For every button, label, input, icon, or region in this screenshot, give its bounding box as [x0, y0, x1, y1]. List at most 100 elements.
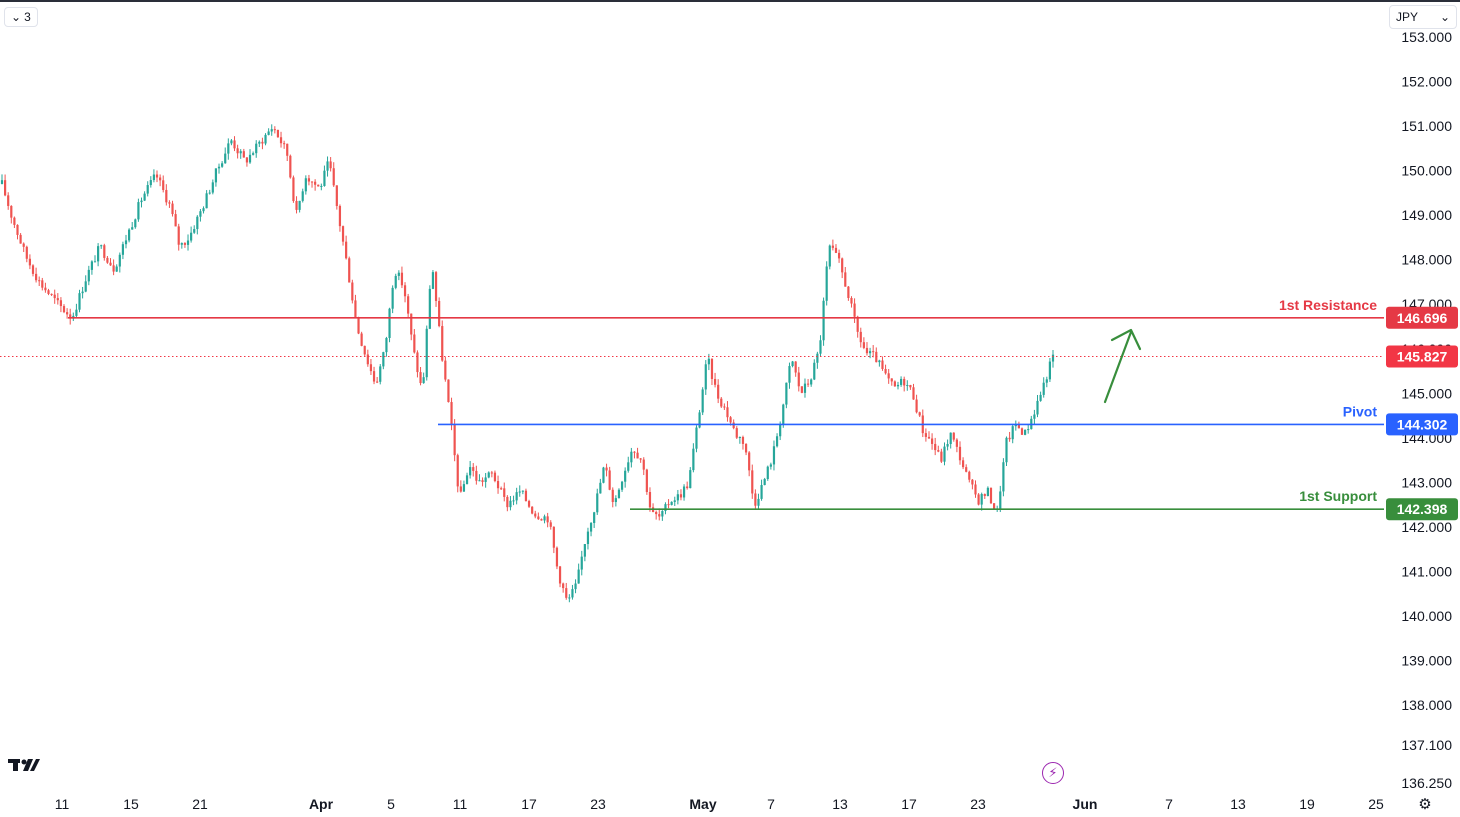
candle-body: [521, 490, 524, 492]
currency-button[interactable]: JPY ⌄: [1389, 5, 1457, 29]
candle-body: [118, 254, 121, 267]
candle-body: [531, 506, 534, 514]
price-tag: [1386, 306, 1458, 329]
candle-body: [940, 451, 943, 462]
candle-body: [227, 143, 230, 154]
candle-body: [1036, 400, 1039, 415]
candle-body: [1008, 437, 1011, 440]
candle-body: [744, 443, 748, 453]
candle-body: [1017, 424, 1020, 429]
candle-body: [397, 272, 400, 276]
candle-body: [360, 333, 363, 346]
candle-body: [543, 516, 546, 521]
candle-body: [310, 181, 314, 183]
candle-body: [403, 285, 407, 297]
candle-body: [515, 492, 518, 501]
candle-body: [878, 360, 881, 363]
candle-body: [252, 153, 255, 155]
candle-body: [971, 479, 974, 485]
candle-body: [180, 243, 183, 245]
candle-body: [627, 462, 630, 471]
candle-body: [1005, 437, 1008, 463]
candle-body: [38, 280, 41, 282]
candle-body: [766, 466, 769, 479]
lightning-icon[interactable]: ⚡: [1042, 762, 1064, 784]
candle-body: [1048, 361, 1051, 380]
candle-body: [7, 195, 10, 206]
candle-body: [239, 151, 242, 154]
x-tick-label: 11: [55, 796, 70, 812]
candle-body: [224, 153, 227, 164]
candle-body: [741, 437, 745, 444]
candle-body: [859, 331, 862, 343]
candle-body: [115, 266, 118, 272]
tradingview-logo-icon[interactable]: [8, 757, 40, 773]
y-tick-label: 140.000: [1401, 608, 1452, 624]
candle-body: [847, 286, 850, 298]
candle-body: [103, 245, 106, 258]
candle-body: [518, 491, 521, 493]
candle-body: [456, 455, 459, 487]
candle-body: [614, 498, 617, 503]
candle-body: [69, 314, 72, 319]
candle-body: [44, 287, 47, 291]
candle-body: [732, 422, 735, 429]
candle-body: [586, 531, 590, 545]
candle-body: [949, 432, 952, 445]
candle-body: [428, 288, 431, 329]
price-tag: [1386, 413, 1458, 436]
y-tick-label: 141.000: [1401, 563, 1452, 579]
candle-body: [366, 354, 369, 365]
candle-body: [270, 129, 273, 132]
candle-body: [658, 514, 661, 517]
candle-body: [369, 364, 373, 372]
candle-body: [84, 281, 87, 292]
candle-body: [90, 261, 94, 270]
candle-body: [682, 486, 686, 498]
candle-body: [13, 217, 16, 225]
candle-body: [19, 234, 22, 244]
candle-body: [692, 448, 695, 471]
candle-body: [295, 201, 298, 210]
candle-body: [797, 372, 800, 387]
candle-body: [22, 243, 25, 247]
candle-body: [853, 303, 856, 317]
x-tick-label: Jun: [1073, 796, 1098, 812]
interval-button[interactable]: ⌄ 3: [4, 7, 38, 27]
candle-body: [580, 556, 583, 570]
candle-body: [679, 494, 683, 498]
candle-body: [630, 451, 633, 463]
candle-body: [174, 214, 177, 227]
candle-body: [410, 313, 413, 335]
candle-body: [524, 490, 528, 502]
candle-body: [245, 157, 249, 163]
candle-body: [636, 452, 639, 459]
candle-body: [134, 219, 137, 228]
x-tick-label: 23: [970, 796, 986, 812]
candle-body: [952, 432, 955, 440]
candle-body: [717, 384, 720, 399]
candle-body: [155, 174, 159, 178]
candle-body: [748, 452, 751, 471]
candle-body: [791, 361, 794, 367]
x-tick-label: May: [689, 796, 716, 812]
levels-group: 1st Resistance Pivot 1st Support: [0, 297, 1384, 511]
candle-body: [0, 180, 4, 184]
candle-body: [980, 494, 983, 505]
candle-body: [146, 185, 149, 194]
candle-body: [549, 522, 552, 527]
gear-icon[interactable]: ⚙: [1418, 796, 1432, 813]
candle-body: [577, 569, 580, 584]
candle-body: [831, 245, 834, 248]
candle-body: [537, 516, 540, 520]
candle-body: [496, 481, 500, 489]
candle-body: [379, 366, 382, 382]
candle-body: [555, 547, 559, 567]
candle-body: [965, 467, 968, 472]
candle-body: [400, 272, 404, 286]
candle-body: [354, 300, 357, 317]
candle-body: [255, 143, 258, 154]
candle-body: [503, 488, 506, 497]
candle-body: [431, 272, 435, 289]
